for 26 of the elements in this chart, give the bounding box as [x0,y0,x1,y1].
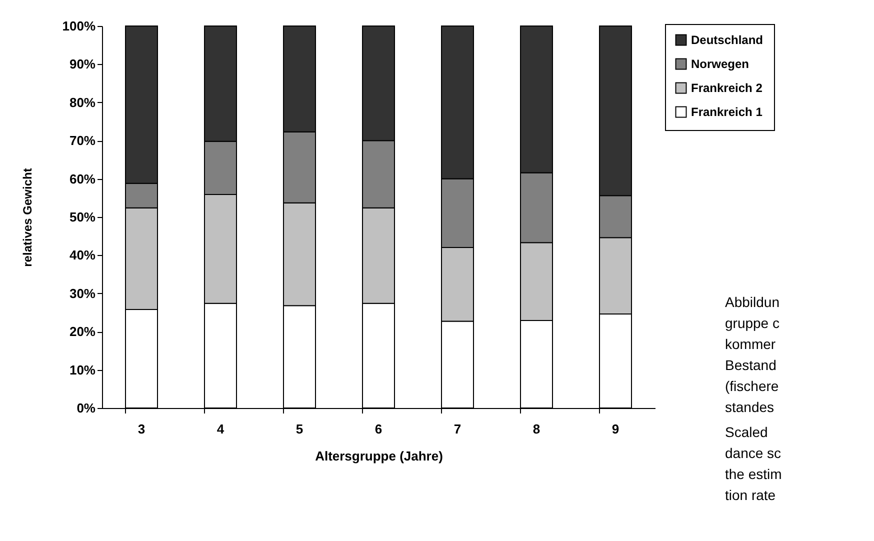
y-tick-label: 100% [62,18,96,34]
legend-label: Norwegen [691,57,750,71]
x-tick-label: 4 [216,422,225,436]
text: Abbildun gruppe c kommer Bestand (fischere standes [725,294,780,415]
x-tick-label: 7 [454,422,462,436]
x-tick-label: 6 [374,422,382,436]
x-tick-label: 9 [612,422,620,436]
y-tick-label: 40% [69,248,96,263]
legend-label: Deutschland [691,33,764,47]
y-tick-label: 10% [69,362,96,378]
y-tick-label: 50% [69,210,96,224]
x-axis-title: Altersgruppe (Jahre) [315,448,443,464]
y-tick-label: 30% [69,286,96,301]
x-tick-label: 3 [138,422,146,436]
y-tick-label: 80% [69,94,96,110]
text: Scaled dance sc the estim tion rate [725,424,782,503]
y-tick-label: 70% [69,133,96,148]
y-axis-title: relatives Gewicht [20,168,34,267]
y-tick-label: 0% [76,400,96,416]
x-tick-label: 5 [296,422,304,436]
legend-label: Frankreich 1 [691,105,763,119]
x-tick-label: 8 [532,422,540,436]
y-tick-label: 60% [69,171,96,186]
legend-label: Frankreich 2 [691,81,763,95]
y-tick-label: 20% [69,324,96,340]
y-tick-label: 90% [69,56,96,72]
